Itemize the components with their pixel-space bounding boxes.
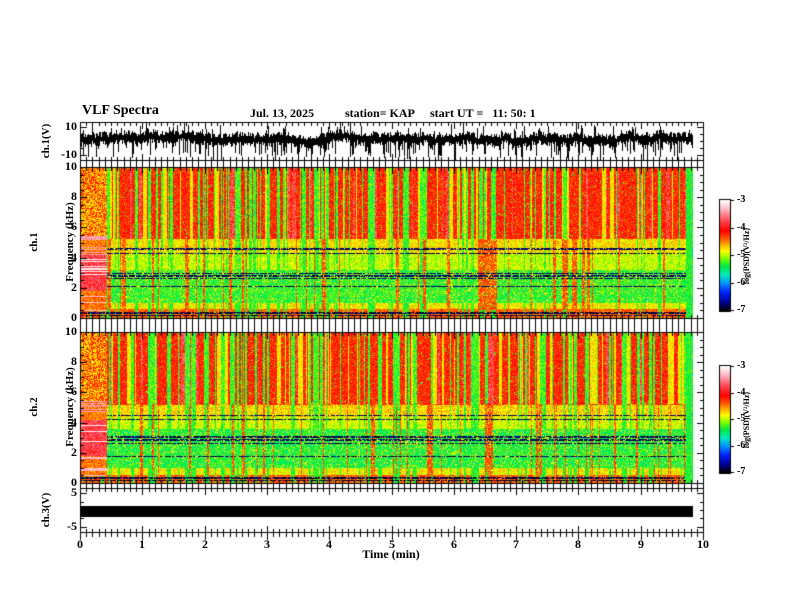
ch3-voltage-tick-label: 5 — [71, 485, 77, 499]
ch2-frequency-tick-label: 8 — [71, 354, 77, 368]
ch1-frequency-tick-label: 0 — [71, 310, 77, 324]
ch2-axis-line2: Frequency (kHz) — [64, 367, 76, 447]
plot-title: VLF Spectra — [82, 103, 159, 118]
ch2-frequency-axis-title: ch.2 Frequency (kHz) — [4, 367, 100, 447]
x-tick-label: 3 — [264, 537, 270, 551]
x-axis-title: Time (min) — [362, 547, 420, 561]
x-tick-label: 9 — [638, 537, 644, 551]
colorbar2-tick-label: -6 — [737, 440, 746, 451]
colorbar2-tick-label: -7 — [737, 466, 746, 477]
ch1-voltage-tick-label: 10 — [65, 119, 77, 133]
ch3-voltage-tick-label: -5 — [67, 519, 77, 533]
colorbar2-tick-label: -4 — [737, 387, 746, 398]
plot-date: Jul. 13, 2025 — [250, 106, 315, 120]
ch1-axis-line2: Frequency (kHz) — [64, 202, 76, 282]
x-tick-label: 8 — [575, 537, 581, 551]
ch2-frequency-tick-label: 6 — [71, 384, 77, 398]
x-tick-label: 4 — [326, 537, 332, 551]
ch1-frequency-axis-title: ch.1 Frequency (kHz) — [4, 202, 100, 282]
ch1-frequency-tick-label: 6 — [71, 219, 77, 233]
ch2-axis-line1: ch.2 — [28, 397, 40, 417]
colorbar1-tick-label: -5 — [737, 249, 746, 260]
ch1-frequency-tick-label: 4 — [71, 250, 77, 264]
ch1-waveform-panel — [80, 122, 704, 161]
colorbar-ch2 — [719, 366, 730, 474]
x-tick-label: 2 — [202, 537, 208, 551]
ch1-voltage-tick-label: -10 — [61, 147, 77, 161]
x-tick-label: 6 — [451, 537, 457, 551]
station-label: station= KAP — [345, 106, 415, 120]
ch1-frequency-tick-label: 8 — [71, 189, 77, 203]
ch1-frequency-tick-label: 2 — [71, 280, 77, 294]
colorbar1-tick-label: -4 — [737, 222, 746, 233]
start-ut-label: start UT = 11: 50: 1 — [430, 106, 536, 120]
x-tick-label: 0 — [77, 537, 83, 551]
x-tick-label: 7 — [513, 537, 519, 551]
colorbar2-tick-label: -5 — [737, 413, 746, 424]
x-tick-label: 10 — [697, 537, 709, 551]
ch1-axis-line1: ch.1 — [28, 232, 40, 252]
ch2-frequency-tick-label: 0 — [71, 475, 77, 489]
ch2-frequency-tick-label: 4 — [71, 415, 77, 429]
colorbar2-tick-label: -3 — [737, 360, 746, 371]
ch2-frequency-tick-label: 10 — [65, 324, 77, 338]
ch1-frequency-tick-label: 10 — [65, 159, 77, 173]
ch1-spectrogram-panel — [80, 167, 704, 319]
x-tick-label: 1 — [139, 537, 145, 551]
colorbar1-tick-label: -6 — [737, 277, 746, 288]
ch2-spectrogram-panel — [80, 332, 704, 484]
ch3-waveform-panel — [80, 488, 704, 533]
colorbar1-tick-label: -7 — [737, 304, 746, 315]
x-tick-label: 5 — [389, 537, 395, 551]
colorbar-ch1 — [719, 200, 730, 312]
ch2-frequency-tick-label: 2 — [71, 445, 77, 459]
colorbar1-tick-label: -3 — [737, 194, 746, 205]
